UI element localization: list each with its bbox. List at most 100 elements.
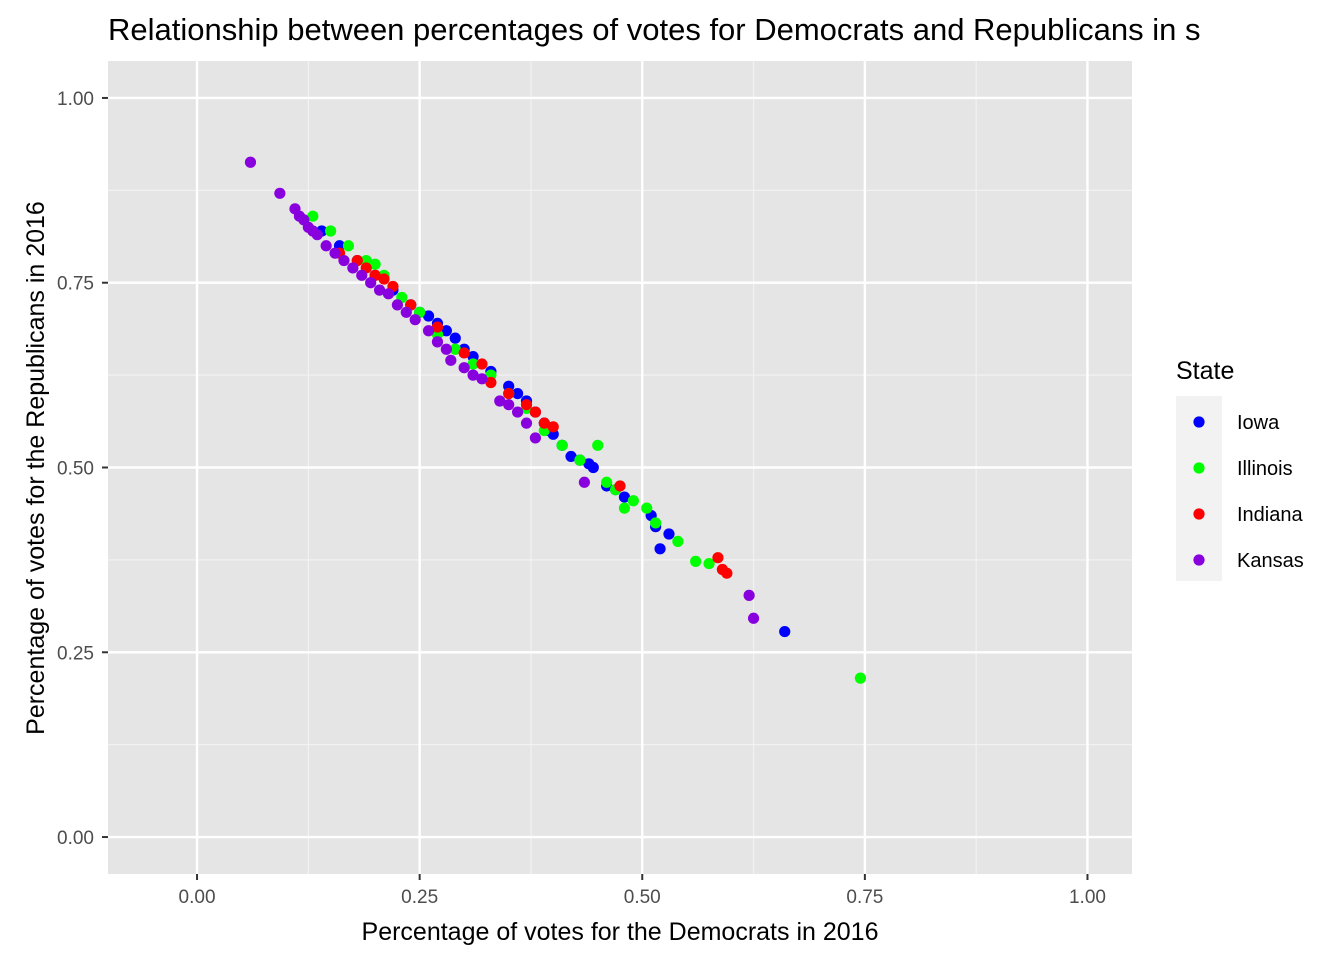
data-point — [627, 495, 639, 507]
data-point — [476, 373, 488, 385]
data-point — [422, 325, 435, 337]
chart-title: Relationship between percentages of vote… — [108, 12, 1201, 47]
data-point — [601, 476, 613, 488]
data-point — [703, 557, 715, 570]
y-tick-label: 0.00 — [57, 828, 94, 849]
y-tick-label: 0.25 — [57, 643, 94, 664]
legend-label: Indiana — [1237, 504, 1303, 526]
data-point — [378, 273, 390, 285]
legend-items: Iowa Illinois Indiana Kansas — [1193, 412, 1304, 572]
x-axis: 0.00 0.25 0.50 0.75 1.00 — [179, 874, 1106, 908]
data-point — [458, 362, 470, 374]
data-point — [476, 358, 488, 370]
data-point — [445, 354, 457, 366]
data-point — [641, 502, 653, 514]
data-point — [578, 476, 590, 488]
data-point — [320, 240, 332, 252]
data-point — [311, 229, 323, 241]
data-point — [365, 277, 377, 289]
data-point — [274, 187, 286, 199]
y-tick-label: 0.75 — [57, 274, 94, 295]
data-point — [440, 343, 452, 355]
x-tick-label: 0.25 — [401, 887, 438, 908]
x-tick-label: 1.00 — [1069, 887, 1106, 908]
data-point — [672, 535, 684, 548]
data-point — [511, 387, 524, 400]
data-point — [503, 399, 515, 411]
legend-label: Illinois — [1237, 458, 1293, 480]
legend-label: Kansas — [1237, 550, 1304, 572]
data-point — [712, 552, 724, 564]
data-point — [587, 461, 599, 474]
data-point — [440, 325, 452, 337]
data-point — [529, 432, 542, 444]
data-point — [467, 369, 479, 381]
data-point — [743, 589, 755, 601]
data-point — [485, 376, 497, 389]
data-point — [431, 336, 444, 348]
major-gridlines — [108, 61, 1132, 874]
x-tick-label: 0.00 — [179, 887, 216, 908]
legend-label: Iowa — [1237, 412, 1280, 434]
x-tick-label: 0.75 — [846, 887, 883, 908]
data-point — [329, 247, 341, 259]
data-point — [369, 258, 381, 270]
data-point — [538, 417, 550, 429]
series-indiana — [333, 247, 733, 579]
data-point — [391, 299, 403, 311]
data-point — [511, 406, 524, 418]
data-point — [747, 612, 760, 624]
data-point — [654, 543, 666, 555]
data-point — [663, 528, 675, 540]
legend-key-iowa — [1193, 416, 1205, 428]
data-point — [449, 343, 461, 355]
data-point — [494, 395, 506, 407]
y-axis: 0.00 0.25 0.50 0.75 1.00 — [57, 89, 108, 849]
data-point — [467, 358, 479, 370]
data-point — [373, 284, 386, 296]
data-point — [409, 314, 421, 326]
data-point — [520, 417, 533, 429]
data-point — [574, 454, 586, 466]
data-point — [592, 439, 604, 451]
data-points — [244, 156, 867, 684]
data-point — [449, 332, 461, 344]
data-point — [307, 210, 319, 222]
y-tick-label: 1.00 — [57, 89, 94, 110]
data-point — [431, 321, 444, 333]
y-tick-label: 0.50 — [57, 459, 94, 480]
data-point — [618, 502, 631, 514]
data-point — [422, 310, 435, 322]
data-point — [529, 406, 542, 418]
data-point — [779, 625, 791, 638]
series-kansas — [244, 156, 760, 624]
data-point — [458, 347, 470, 359]
legend: State Iowa Illinois Indiana Kansas — [1176, 357, 1304, 581]
data-point — [382, 288, 395, 300]
data-point — [650, 517, 662, 529]
data-point — [614, 480, 626, 492]
data-point — [503, 387, 515, 400]
data-point — [547, 421, 559, 433]
x-axis-title: Percentage of votes for the Democrats in… — [362, 918, 879, 946]
data-point — [325, 225, 337, 237]
legend-key-kansas — [1193, 554, 1205, 566]
data-point — [400, 306, 412, 318]
data-point — [565, 450, 577, 463]
data-point — [520, 399, 533, 411]
data-point — [338, 254, 350, 267]
legend-title: State — [1176, 357, 1234, 385]
data-point — [618, 491, 631, 503]
data-point — [244, 156, 257, 168]
data-point — [556, 439, 568, 451]
x-tick-label: 0.50 — [624, 887, 661, 908]
data-point — [854, 672, 867, 684]
data-point — [721, 567, 733, 579]
legend-key-indiana — [1193, 508, 1205, 520]
data-point — [356, 269, 368, 281]
data-point — [347, 262, 359, 274]
y-axis-title: Percentage of votes for the Republicans … — [22, 201, 50, 735]
data-point — [342, 240, 355, 252]
data-point — [690, 555, 702, 567]
